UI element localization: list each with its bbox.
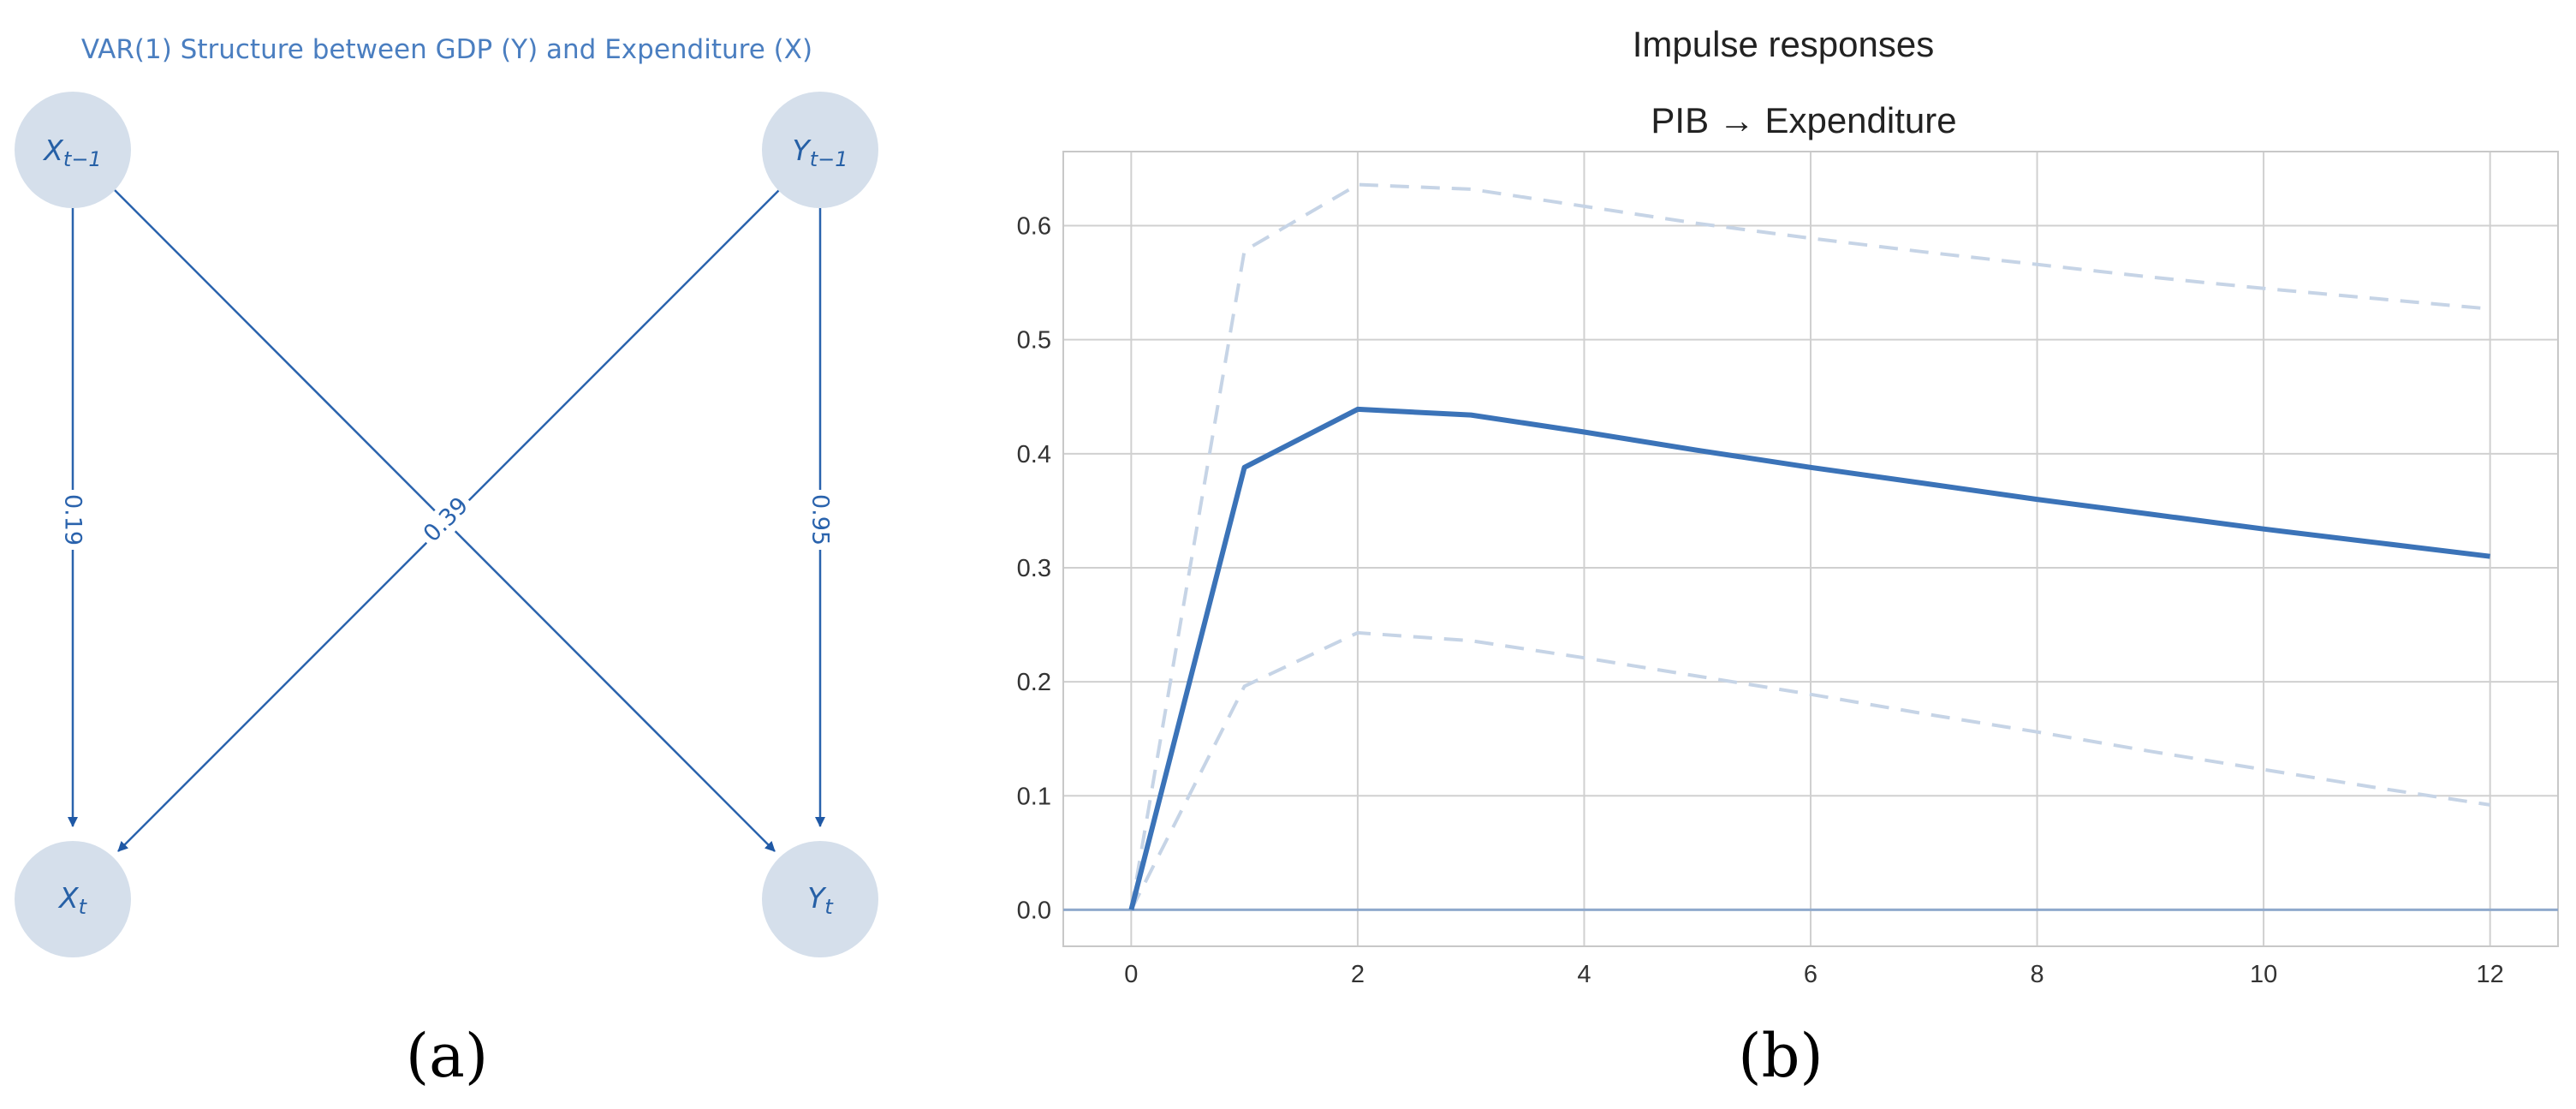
response-line xyxy=(1128,406,2490,911)
y-tick-label: 0.5 xyxy=(1017,327,1051,355)
vertical-gridlines xyxy=(1130,152,2491,946)
x-tick-label: 12 xyxy=(2477,961,2504,988)
x-tick-label: 4 xyxy=(1577,961,1591,988)
series-layer xyxy=(1128,182,2490,911)
svg-text:Yt: Yt xyxy=(807,881,834,919)
plot-area: 0 2 4 6 8 10 12 0.0 0.1 0.2 0.3 0.4 0.5 0.6 xyxy=(1017,151,2559,988)
x-tick-label: 10 xyxy=(2250,961,2277,988)
y-tick-labels: 0.0 0.1 0.2 0.3 0.4 0.5 0.6 xyxy=(1017,213,1051,925)
panel-label-b: (b) xyxy=(1738,1021,1823,1091)
upper-band-line xyxy=(1129,182,2490,910)
y-tick-label: 0.2 xyxy=(1017,669,1051,696)
svg-text:0.95: 0.95 xyxy=(807,494,834,546)
x-tick-label: 2 xyxy=(1351,961,1365,988)
weight-label-x-lag-to-y: 0.39 xyxy=(414,488,478,552)
svg-text:Xt−1: Xt−1 xyxy=(42,134,101,171)
svg-text:Yt−1: Yt−1 xyxy=(793,134,848,171)
x-tick-labels: 0 2 4 6 8 10 12 xyxy=(1124,961,2503,988)
node-x-lag: Xt−1 xyxy=(15,92,131,208)
svg-text:Xt: Xt xyxy=(57,881,88,919)
weight-label-y-lag-to-y: 0.95 xyxy=(807,490,834,550)
chart-suptitle: Impulse responses xyxy=(1633,24,1935,64)
y-tick-label: 0.1 xyxy=(1017,783,1051,810)
chart-title: PIB → Expenditure xyxy=(1651,100,1956,140)
node-x-now: Xt xyxy=(15,841,131,957)
lower-band-line xyxy=(1129,630,2490,911)
node-y-now: Yt xyxy=(762,841,878,957)
y-tick-label: 0.4 xyxy=(1017,441,1051,468)
svg-text:0.19: 0.19 xyxy=(60,494,86,546)
plot-frame xyxy=(1062,151,2559,947)
x-tick-label: 0 xyxy=(1124,961,1138,988)
x-tick-label: 6 xyxy=(1804,961,1817,988)
weight-label-x-lag-to-x: 0.19 xyxy=(60,490,86,550)
irf-chart-panel: Impulse responses PIB → Expenditure 0 2 4 6… xyxy=(1017,24,2559,1091)
var-graph-panel: VAR(1) Structure between GDP (Y) and Exp… xyxy=(15,34,878,1091)
node-y-lag: Yt−1 xyxy=(762,92,878,208)
x-tick-label: 8 xyxy=(2030,961,2044,988)
y-tick-label: 0.0 xyxy=(1017,897,1051,924)
panel-label-a: (a) xyxy=(406,1021,488,1091)
y-tick-label: 0.6 xyxy=(1017,213,1051,241)
y-tick-label: 0.3 xyxy=(1017,555,1051,582)
graph-title: VAR(1) Structure between GDP (Y) and Exp… xyxy=(81,34,812,65)
